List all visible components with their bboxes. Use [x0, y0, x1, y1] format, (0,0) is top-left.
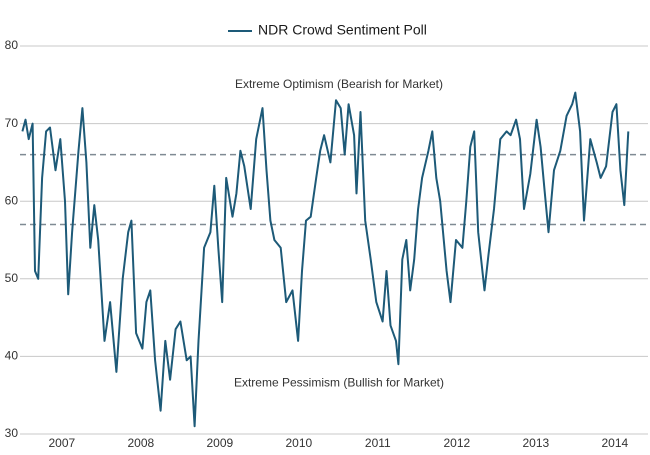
x-tick-label: 2012 — [443, 436, 470, 450]
y-tick-label: 60 — [5, 193, 19, 207]
y-tick-label: 40 — [5, 349, 19, 363]
annotation: Extreme Optimism (Bearish for Market) — [235, 77, 443, 91]
series-line — [21, 91, 630, 428]
x-tick-label: 2010 — [285, 436, 312, 450]
x-tick-label: 2009 — [207, 436, 234, 450]
y-tick-label: 70 — [5, 116, 19, 130]
x-tick-label: 2008 — [128, 436, 155, 450]
x-tick-label: 2013 — [522, 436, 549, 450]
annotation: Extreme Pessimism (Bullish for Market) — [234, 376, 444, 390]
x-tick-label: 2014 — [601, 436, 628, 450]
y-tick-label: 30 — [5, 426, 19, 440]
legend-label: NDR Crowd Sentiment Poll — [258, 22, 427, 38]
x-tick-label: 2011 — [365, 436, 391, 450]
x-tick-label: 2007 — [49, 436, 76, 450]
y-tick-label: 50 — [5, 271, 19, 285]
y-tick-label: 80 — [5, 38, 19, 52]
